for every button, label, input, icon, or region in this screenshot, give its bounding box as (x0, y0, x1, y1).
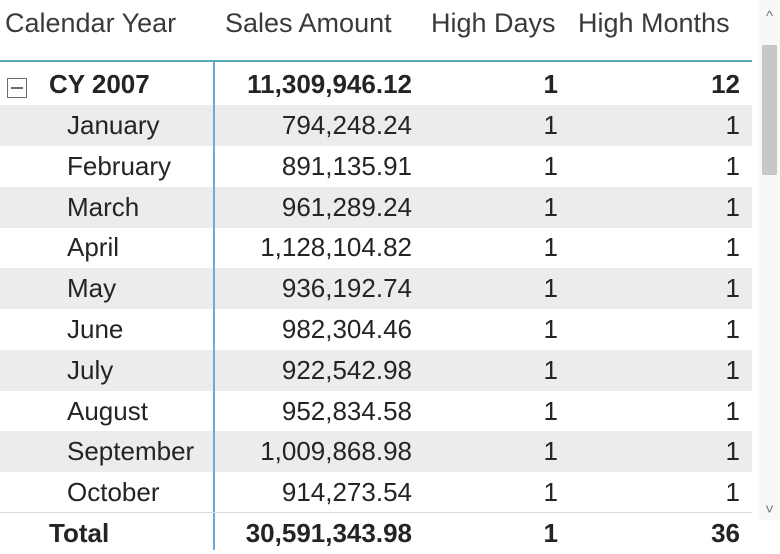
month-high-months: 1 (725, 354, 740, 385)
table-row: September 1,009,868.98 1 1 (0, 431, 752, 473)
total-high-months: 36 (711, 518, 740, 548)
month-high-months: 1 (725, 110, 740, 140)
month-high-months: 1 (725, 477, 740, 508)
month-label: March (67, 191, 140, 222)
month-high-months: 1 (725, 232, 740, 263)
month-high-days: 1 (543, 232, 558, 263)
scroll-up-chevron-icon[interactable]: ^ (765, 8, 774, 25)
month-sales: 936,192.74 (281, 273, 412, 304)
column-header-high-days[interactable]: High Days (431, 8, 556, 38)
month-label: October (67, 477, 160, 508)
header-divider (0, 60, 752, 62)
month-high-months: 1 (725, 191, 740, 222)
column-header-sales-amount[interactable]: Sales Amount (225, 8, 392, 38)
month-high-months: 1 (725, 395, 740, 426)
group-sales: 11,309,946.12 (247, 69, 412, 99)
month-label: February (67, 150, 172, 181)
month-high-months: 1 (725, 436, 740, 467)
month-sales: 982,304.46 (281, 314, 412, 344)
table-row: January 794,248.24 1 1 (0, 105, 752, 146)
table-row: June 982,304.46 1 1 (0, 309, 752, 350)
table-row: March 961,289.24 1 1 (0, 186, 752, 228)
month-high-days: 1 (543, 395, 558, 426)
month-sales: 952,834.58 (281, 395, 412, 426)
scroll-down-chevron-icon[interactable]: ˅ (765, 501, 774, 518)
month-sales: 891,135.91 (281, 150, 412, 181)
month-sales: 1,128,104.82 (260, 232, 412, 263)
month-sales: 794,248.24 (281, 110, 412, 140)
group-high-days: 1 (543, 69, 558, 99)
month-label: May (67, 273, 117, 304)
month-high-days: 1 (543, 436, 558, 467)
month-high-days: 1 (543, 314, 558, 344)
column-header-row: Calendar Year Sales Amount High Days Hig… (0, 0, 752, 60)
month-sales: 922,542.98 (281, 354, 412, 385)
month-label: January (67, 110, 160, 140)
month-high-days: 1 (543, 477, 558, 508)
group-high-months: 12 (711, 69, 740, 99)
month-high-months: 1 (725, 314, 740, 344)
total-high-days: 1 (543, 518, 558, 548)
month-high-days: 1 (543, 354, 558, 385)
row-header-divider (213, 62, 215, 550)
month-label: June (67, 314, 124, 344)
month-sales: 914,273.54 (281, 477, 412, 508)
matrix-table: Calendar Year Sales Amount High Days Hig… (0, 0, 752, 554)
column-header-calendar-year[interactable]: Calendar Year (5, 8, 177, 38)
total-sales: 30,591,343.98 (245, 518, 412, 548)
month-label: April (67, 232, 120, 263)
month-high-months: 1 (725, 273, 740, 304)
month-high-months: 1 (725, 150, 740, 181)
scroll-thumb[interactable] (762, 45, 777, 175)
month-sales: 961,289.24 (281, 191, 412, 222)
table-row: October 914,273.54 1 1 (0, 472, 752, 513)
table-row: May 936,192.74 1 1 (0, 268, 752, 310)
table-row: February 891,135.91 1 1 (0, 146, 752, 187)
group-label: CY 2007 (49, 69, 150, 99)
month-high-days: 1 (543, 110, 558, 140)
table-row: July 922,542.98 1 1 (0, 349, 752, 391)
month-sales: 1,009,868.98 (260, 436, 412, 467)
collapse-minus-icon[interactable] (7, 78, 27, 98)
vertical-scrollbar[interactable]: ^ ˅ (759, 0, 780, 520)
table-row: April 1,128,104.82 1 1 (0, 227, 752, 268)
month-label: August (67, 395, 148, 426)
total-row: Total 30,591,343.98 1 36 (0, 512, 752, 554)
group-row-cy-2007: CY 2007 11,309,946.12 1 12 (0, 64, 752, 105)
column-header-high-months[interactable]: High Months (578, 8, 730, 38)
table-row: August 952,834.58 1 1 (0, 391, 752, 432)
month-high-days: 1 (543, 150, 558, 181)
month-high-days: 1 (543, 191, 558, 222)
month-label: September (67, 436, 195, 467)
month-high-days: 1 (543, 273, 558, 304)
month-label: July (67, 354, 114, 385)
total-label: Total (49, 518, 110, 548)
